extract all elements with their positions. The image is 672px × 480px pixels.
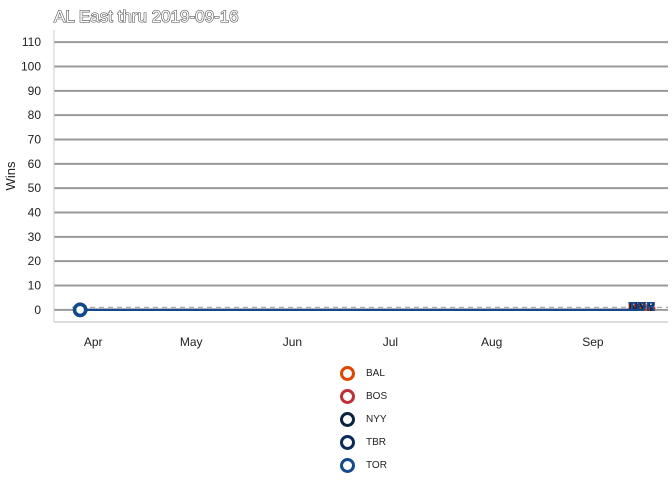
- legend-marker: [340, 435, 355, 450]
- legend-item-bal: BAL: [340, 362, 387, 385]
- x-tick-label: Aug: [481, 335, 502, 349]
- y-tick-label: 110: [22, 35, 41, 49]
- series-end-label: TOR: [628, 299, 656, 314]
- y-axis-label: Wins: [3, 161, 18, 190]
- legend-item-tor: TOR: [340, 454, 387, 477]
- chart-title: AL East thru 2019-09-16: [54, 7, 239, 26]
- x-tick-label: May: [180, 335, 203, 349]
- y-tick-label: 0: [34, 303, 41, 317]
- y-tick-label: 80: [28, 108, 42, 122]
- x-tick-label: Sep: [582, 335, 604, 349]
- legend-marker: [340, 458, 355, 473]
- legend-label: TOR: [366, 460, 387, 471]
- y-tick-label: 30: [28, 230, 42, 244]
- legend: BAL BOS NYY TBR TOR: [340, 362, 387, 477]
- legend-marker: [340, 412, 355, 427]
- legend-label: BOS: [366, 391, 388, 402]
- x-tick-label: Jun: [283, 335, 302, 349]
- series-start-marker: [72, 302, 88, 318]
- legend-label: TBR: [366, 437, 386, 448]
- x-ticks: Apr May Jun Jul Aug Sep: [84, 335, 604, 349]
- y-tick-label: 40: [28, 206, 42, 220]
- y-tick-label: 90: [28, 84, 42, 98]
- y-tick-label: 100: [21, 60, 41, 74]
- legend-item-tbr: TBR: [340, 431, 387, 454]
- series-tor: TOR: [72, 299, 656, 318]
- y-tick-label: 70: [28, 133, 42, 147]
- legend-marker: [340, 389, 355, 404]
- x-tick-label: Apr: [84, 335, 103, 349]
- legend-item-bos: BOS: [340, 385, 387, 408]
- y-ticks: 0 10 20 30 40 50 60 70 80 90 100 110: [21, 35, 41, 317]
- gridlines: [54, 41, 668, 311]
- legend-item-nyy: NYY: [340, 408, 387, 431]
- y-tick-label: 60: [28, 157, 42, 171]
- y-tick-label: 20: [28, 254, 42, 268]
- legend-marker: [340, 366, 355, 381]
- x-tick-label: Jul: [383, 335, 398, 349]
- legend-label: NYY: [366, 414, 387, 425]
- y-tick-label: 50: [28, 181, 42, 195]
- y-tick-label: 10: [28, 279, 42, 293]
- legend-label: BAL: [366, 368, 385, 379]
